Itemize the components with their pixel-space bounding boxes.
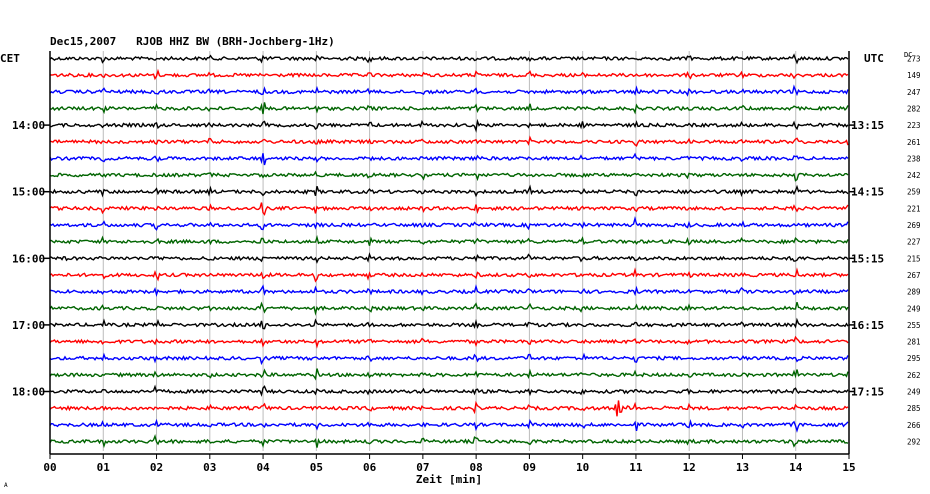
dc-value-row-6: 238: [907, 154, 921, 163]
dc-value-row-12: 215: [907, 254, 921, 263]
dc-value-row-7: 242: [907, 171, 921, 180]
dc-value-row-10: 269: [907, 221, 921, 230]
trace-row-14: [49, 284, 849, 297]
seismic-traces: [49, 53, 849, 449]
dc-value-row-0: 273: [907, 55, 921, 64]
dc-value-row-17: 281: [907, 338, 921, 347]
dc-value-row-18: 295: [907, 354, 921, 363]
left-time-label: 15:00: [12, 186, 45, 199]
x-tick-label-02: 02: [150, 461, 163, 474]
x-axis-label: Zeit [min]: [416, 473, 482, 486]
x-tick-label-05: 05: [310, 461, 323, 474]
x-tick-label-01: 01: [97, 461, 111, 474]
x-tick-label-08: 08: [470, 461, 483, 474]
trace-row-7: [49, 170, 849, 182]
left-time-label: 16:00: [12, 252, 45, 265]
x-tick-label-10: 10: [576, 461, 589, 474]
trace-row-10: [49, 216, 849, 231]
x-tick-label-13: 13: [736, 461, 749, 474]
trace-row-23: [49, 433, 849, 449]
trace-row-20: [49, 384, 849, 397]
dc-value-row-15: 249: [907, 304, 921, 313]
x-tick-label-03: 03: [203, 461, 216, 474]
x-tick-label-14: 14: [789, 461, 803, 474]
x-tick-label-09: 09: [523, 461, 536, 474]
x-tick-label-00: 00: [43, 461, 56, 474]
dc-value-row-4: 223: [907, 121, 921, 130]
trace-row-13: [49, 267, 849, 283]
dc-value-row-16: 255: [907, 321, 921, 330]
trace-row-12: [49, 252, 849, 264]
trace-row-18: [49, 352, 849, 366]
trace-row-4: [50, 118, 849, 133]
right-time-label: 15:15: [851, 252, 884, 265]
dc-value-row-11: 227: [907, 238, 921, 247]
time-labels: 273 149 247 282 223 261 238 242 259 221 269 227 215 2…: [12, 55, 921, 475]
trace-row-0: [49, 53, 849, 65]
dc-value-row-3: 282: [907, 104, 921, 113]
chart-title: Dec15,2007 RJOB HHZ BW (BRH-Jochberg-1Hz…: [50, 35, 335, 48]
trace-row-6: [49, 152, 849, 166]
dc-value-row-14: 289: [907, 288, 921, 297]
left-axis-label: CET: [0, 52, 20, 65]
dc-value-row-20: 249: [907, 388, 921, 397]
dc-value-row-5: 261: [907, 138, 921, 147]
dc-value-row-9: 221: [907, 204, 921, 213]
minute-grid: [102, 51, 797, 451]
trace-row-9: [49, 202, 849, 216]
trace-row-1: [49, 68, 849, 81]
x-tick-label-07: 07: [416, 461, 429, 474]
left-time-label: 18:00: [12, 386, 45, 399]
dc-value-row-13: 267: [907, 271, 921, 280]
right-time-label: 13:15: [851, 119, 884, 132]
x-tick-label-06: 06: [363, 461, 377, 474]
trace-row-8: [49, 184, 849, 198]
trace-row-15: [49, 301, 849, 316]
dc-value-row-23: 292: [907, 437, 921, 446]
dc-value-row-22: 266: [907, 421, 921, 430]
dc-value-row-2: 247: [907, 88, 921, 97]
trace-row-19: [49, 368, 849, 381]
right-time-label: 14:15: [851, 186, 884, 199]
trace-row-16: [49, 317, 849, 330]
left-time-label: 14:00: [12, 119, 45, 132]
x-tick-label-04: 04: [256, 461, 270, 474]
x-tick-label-12: 12: [683, 461, 696, 474]
dc-value-row-1: 149: [907, 71, 921, 80]
trace-row-17: [49, 335, 849, 349]
right-axis-label: UTC: [864, 52, 884, 65]
dc-value-row-21: 285: [907, 404, 921, 413]
right-time-label: 17:15: [851, 386, 884, 399]
dc-label: DC: [904, 51, 912, 59]
axis-frame: [44, 51, 854, 459]
trace-row-3: [50, 102, 849, 115]
trace-row-22: [49, 418, 849, 433]
x-tick-label-11: 11: [629, 461, 643, 474]
trace-row-21: [49, 400, 849, 417]
dc-value-row-19: 262: [907, 371, 921, 380]
trace-row-2: [49, 84, 849, 97]
left-time-label: 17:00: [12, 319, 45, 332]
x-tick-label-15: 15: [842, 461, 855, 474]
trace-row-5: [49, 135, 849, 147]
trace-row-11: [49, 234, 849, 246]
corner-mark: A: [4, 482, 8, 489]
right-time-label: 16:15: [851, 319, 884, 332]
dc-value-row-8: 259: [907, 188, 921, 197]
